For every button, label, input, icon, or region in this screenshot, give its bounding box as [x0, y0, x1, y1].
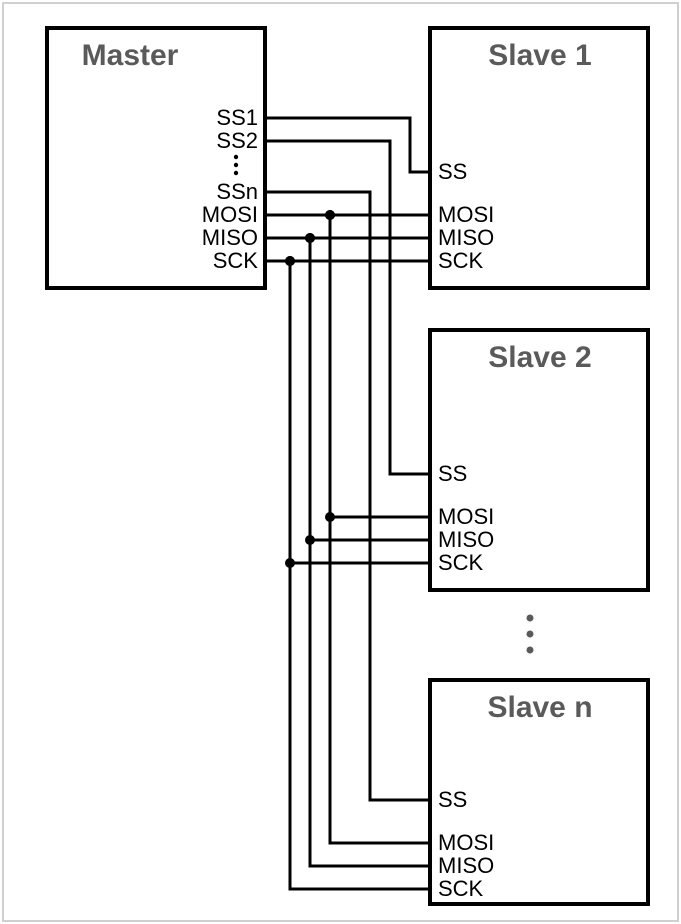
slave-3-pin-sck: SCK [438, 876, 484, 901]
slave-1-title: Slave 1 [488, 39, 591, 72]
slave-2-pin-sck: SCK [438, 550, 484, 575]
slave-3-title: Slave n [487, 691, 592, 724]
master-pin-mosi: MOSI [202, 202, 258, 227]
slave-3: Slave n SS MOSIMISOSCK [430, 680, 648, 904]
master-pin-ssn: SSn [216, 179, 258, 204]
master-title: Master [82, 39, 179, 72]
slave-2-title: Slave 2 [488, 341, 591, 374]
slave-1-pin-miso: MISO [438, 225, 494, 250]
slave-1-pin-mosi: MOSI [438, 202, 494, 227]
master-pin-ss2: SS2 [216, 128, 258, 153]
master-pin-sck: SCK [213, 248, 259, 273]
slave-2: Slave 2 SS MOSIMISOSCK [430, 330, 648, 590]
master: Master SS1SS2 SSnMOSIMISOSCK [47, 28, 265, 288]
slave-3-pin-ss: SS [438, 787, 467, 812]
slave-ellipsis-dot [527, 647, 534, 654]
slave-1-pin-sck: SCK [438, 248, 484, 273]
slave-1: Slave 1 SS MOSIMISOSCK [430, 28, 648, 288]
slave-2-pin-miso: MISO [438, 527, 494, 552]
slave-ellipsis-dot [527, 631, 534, 638]
slave-2-pin-mosi: MOSI [438, 504, 494, 529]
slave-2-pin-ss: SS [438, 461, 467, 486]
master-pin-miso: MISO [202, 225, 258, 250]
master-pin-ss1: SS1 [216, 105, 258, 130]
master-ss-ellipsis-dot [234, 171, 238, 175]
slave-1-pin-ss: SS [438, 159, 467, 184]
slave-ellipsis-dot [527, 615, 534, 622]
master-ss-ellipsis-dot [234, 155, 238, 159]
slave-3-pin-mosi: MOSI [438, 830, 494, 855]
master-ss-ellipsis-dot [234, 163, 238, 167]
slave-3-pin-miso: MISO [438, 853, 494, 878]
